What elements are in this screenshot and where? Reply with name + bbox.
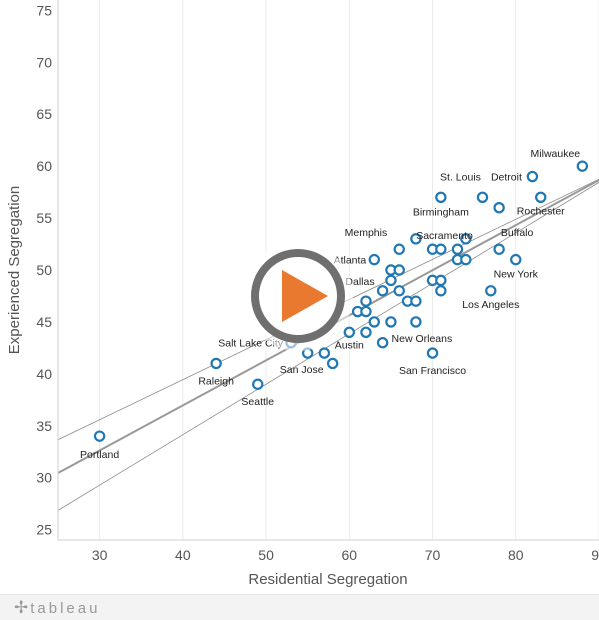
- point-label: Sacramento: [416, 230, 473, 242]
- data-point[interactable]: [252, 378, 264, 390]
- tableau-cross-icon: ✢: [14, 598, 29, 617]
- scatter-chart: 30 40 50 60 70 80 90 25 30 35 40 45 50 55 60 65 70 75 Por…: [6, 0, 599, 588]
- point-label: Milwaukee: [531, 148, 581, 160]
- data-point[interactable]: [360, 295, 372, 307]
- tableau-logo[interactable]: ✢ tableau: [14, 598, 100, 618]
- y-tick-label: 30: [36, 470, 52, 486]
- x-tick-label: 30: [92, 547, 108, 563]
- data-point[interactable]: [476, 191, 489, 204]
- data-point[interactable]: [410, 233, 422, 245]
- point-label: San Jose: [280, 364, 324, 376]
- data-point[interactable]: [535, 191, 547, 204]
- y-tick-label: 65: [36, 106, 52, 122]
- data-point[interactable]: [526, 170, 539, 183]
- data-point[interactable]: [410, 316, 422, 328]
- data-point[interactable]: [343, 326, 356, 339]
- data-point[interactable]: [393, 264, 405, 276]
- point-label: Buffalo: [501, 227, 534, 239]
- data-point[interactable]: [493, 243, 505, 255]
- y-tick-label: 40: [36, 366, 52, 382]
- x-tick-label: 40: [175, 547, 191, 563]
- point-label: Seattle: [241, 396, 274, 408]
- y-tick-label: 60: [36, 158, 52, 174]
- point-label: St. Louis: [440, 171, 481, 183]
- play-button[interactable]: [243, 241, 353, 351]
- play-icon: [282, 270, 328, 322]
- data-point[interactable]: [451, 243, 464, 255]
- data-point[interactable]: [210, 357, 222, 370]
- data-point[interactable]: [376, 336, 389, 349]
- x-tick-label: 90: [591, 547, 599, 563]
- y-tick-label: 45: [36, 314, 52, 330]
- data-point[interactable]: [435, 191, 447, 204]
- y-tick-label: 70: [36, 54, 52, 70]
- data-point[interactable]: [435, 243, 447, 255]
- data-point[interactable]: [393, 243, 405, 255]
- y-tick-label: 50: [36, 262, 52, 278]
- data-point[interactable]: [368, 253, 380, 266]
- point-label: Raleigh: [198, 375, 234, 387]
- point-label: Memphis: [345, 227, 388, 239]
- data-point[interactable]: [385, 316, 397, 328]
- point-label: Austin: [335, 339, 364, 351]
- x-tick-label: 80: [508, 547, 524, 563]
- data-point[interactable]: [576, 160, 589, 172]
- data-point[interactable]: [485, 285, 497, 297]
- point-label: Portland: [80, 449, 119, 461]
- data-point[interactable]: [510, 253, 522, 266]
- data-point[interactable]: [360, 305, 372, 318]
- y-tick-label: 75: [36, 2, 52, 18]
- data-points[interactable]: [93, 160, 589, 442]
- y-tick-label: 35: [36, 418, 52, 434]
- x-tick-label: 60: [342, 547, 358, 563]
- data-point[interactable]: [435, 285, 447, 297]
- data-point[interactable]: [318, 347, 331, 359]
- axes: 30 40 50 60 70 80 90 25 30 35 40 45 50 55 60 65 70 75: [36, 0, 599, 563]
- y-tick-label: 55: [36, 210, 52, 226]
- point-label: Detroit: [491, 172, 522, 184]
- data-point[interactable]: [360, 326, 372, 339]
- point-label: Dallas: [345, 276, 374, 288]
- data-point[interactable]: [326, 357, 339, 370]
- data-point[interactable]: [435, 274, 447, 287]
- data-point[interactable]: [393, 285, 405, 297]
- data-point[interactable]: [493, 201, 505, 214]
- data-point[interactable]: [460, 233, 472, 245]
- footer-toolbar: ✢ tableau: [0, 594, 599, 620]
- y-axis-title: Experienced Segregation: [6, 186, 23, 354]
- x-tick-label: 50: [258, 547, 274, 563]
- point-label: San Francisco: [399, 365, 466, 377]
- data-point[interactable]: [93, 430, 106, 442]
- confidence-band-lower: [57, 182, 599, 511]
- point-label: New York: [494, 269, 539, 281]
- tableau-logo-text: tableau: [30, 599, 101, 617]
- data-point[interactable]: [426, 347, 439, 359]
- x-axis-title: Residential Segregation: [248, 571, 407, 588]
- x-tick-label: 70: [425, 547, 441, 563]
- y-tick-label: 25: [36, 522, 52, 538]
- point-label: Birmingham: [413, 206, 469, 218]
- data-point[interactable]: [385, 274, 397, 287]
- data-point[interactable]: [368, 316, 380, 328]
- data-point[interactable]: [460, 253, 472, 266]
- data-point[interactable]: [410, 295, 422, 307]
- data-point[interactable]: [376, 285, 389, 297]
- point-label: Rochester: [517, 205, 565, 217]
- point-label: New Orleans: [392, 333, 453, 345]
- point-label: Los Angeles: [462, 299, 519, 311]
